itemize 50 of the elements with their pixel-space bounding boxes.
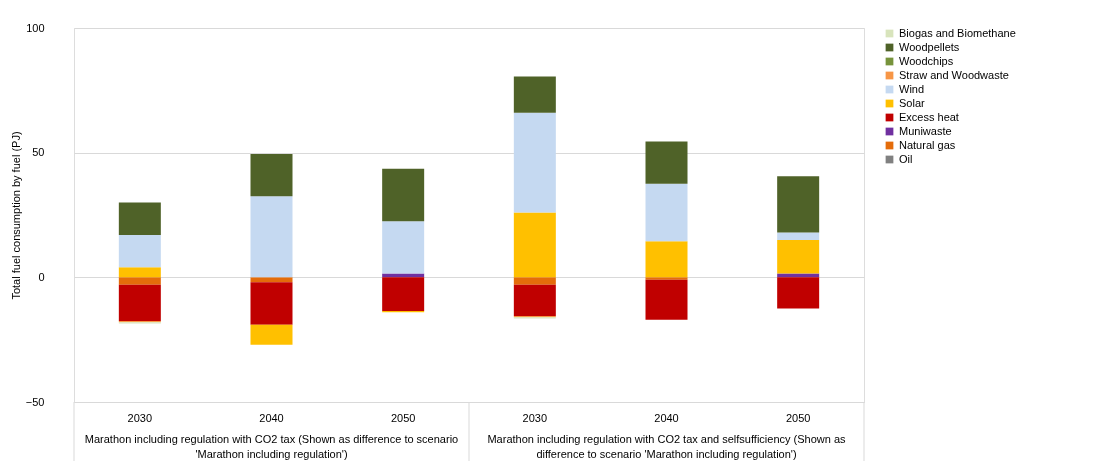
legend-label: Muniwaste xyxy=(899,124,952,137)
bar xyxy=(645,183,688,242)
bar xyxy=(250,282,293,325)
bar xyxy=(645,141,688,184)
legend-label: Excess heat xyxy=(899,110,959,123)
y-tick-label: −50 xyxy=(25,395,45,408)
bar xyxy=(777,277,820,309)
y-tick-label: 100 xyxy=(26,21,45,34)
bar xyxy=(513,76,556,113)
legend-label: Straw and Woodwaste xyxy=(899,68,1009,81)
legend-label: Oil xyxy=(899,152,913,165)
x-tick-label: 2040 xyxy=(654,411,679,424)
bar xyxy=(513,277,556,285)
legend-label: Woodchips xyxy=(899,54,954,67)
bar xyxy=(118,284,161,321)
bar xyxy=(118,267,161,278)
x-tick-label: 2050 xyxy=(785,411,811,424)
bar xyxy=(645,277,688,280)
bar xyxy=(645,279,688,320)
bar xyxy=(777,232,820,240)
bar xyxy=(250,277,293,283)
x-tick-label: 2030 xyxy=(127,411,153,424)
x-tick-label: 2050 xyxy=(390,411,416,424)
bar xyxy=(250,153,293,197)
bar xyxy=(118,202,161,235)
bar xyxy=(777,239,820,274)
bar xyxy=(118,277,161,285)
text: Marathon including regulation with CO2 tax and selfsufficiency (Shown as difference to scenario 'Marathon including regulation') xyxy=(487,433,847,460)
text: Marathon including regulation with CO2 tax (Shown as difference to scenario 'Marathon including regulation') xyxy=(84,433,459,460)
legend-label: Solar xyxy=(899,96,926,109)
bar xyxy=(250,196,293,278)
bar xyxy=(250,324,293,345)
bar xyxy=(382,221,425,274)
bar xyxy=(645,241,688,278)
legend-label: Wind xyxy=(899,82,925,95)
bar xyxy=(777,176,820,233)
x-tick-label: 2040 xyxy=(259,411,284,424)
bar xyxy=(513,284,556,316)
y-tick-label: 50 xyxy=(32,146,45,159)
bar xyxy=(513,212,556,278)
y-axis-title: Total fuel consumption by fuel (PJ) xyxy=(9,131,22,300)
x-tick-label: 2030 xyxy=(522,411,548,424)
bar xyxy=(382,277,425,311)
legend-label: Biogas and Biomethane xyxy=(899,26,1016,39)
legend-label: Woodpellets xyxy=(899,40,960,53)
y-tick-label: 0 xyxy=(38,270,45,283)
bar xyxy=(118,234,161,268)
bar xyxy=(513,112,556,213)
bar xyxy=(382,168,425,222)
legend-label: Natural gas xyxy=(899,138,956,151)
